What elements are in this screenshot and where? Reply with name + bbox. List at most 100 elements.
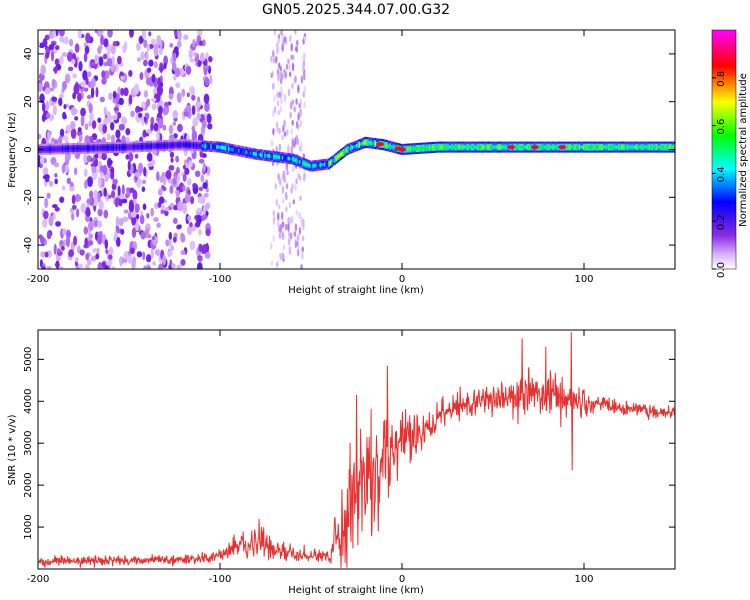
track-cell: [540, 145, 543, 149]
noise-cell: [61, 52, 68, 57]
track-cell: [147, 144, 150, 149]
noise-cell: [300, 75, 304, 84]
track-cell: [578, 145, 581, 149]
track-cell: [85, 146, 87, 151]
noise-cell: [153, 61, 158, 69]
noise-cell: [272, 82, 275, 90]
track-cell: [278, 155, 281, 160]
noise-cell: [291, 62, 295, 72]
noise-cell: [283, 119, 286, 128]
track-cell: [86, 146, 89, 150]
track-cell: [418, 146, 421, 151]
noise-cell: [187, 178, 192, 186]
noise-cell: [288, 63, 291, 72]
track-cell: [421, 146, 424, 150]
track-cell: [242, 149, 245, 154]
track-cell: [487, 145, 489, 149]
noise-cell: [192, 117, 199, 127]
noise-cell: [97, 208, 103, 217]
track-cell: [619, 145, 622, 149]
track-cell: [89, 146, 92, 150]
noise-cell: [286, 129, 289, 136]
noise-cell: [118, 217, 124, 227]
noise-cell: [134, 171, 141, 177]
track-cell: [64, 146, 67, 151]
noise-cell: [49, 114, 53, 122]
noise-cell: [172, 109, 178, 119]
track-cell: [622, 145, 625, 149]
noise-cell: [150, 247, 154, 259]
noise-cell: [156, 130, 160, 142]
noise-cell: [84, 215, 91, 222]
noise-cell: [38, 82, 44, 92]
noise-cell: [158, 46, 163, 56]
noise-cell: [97, 176, 102, 188]
noise-cell: [108, 246, 114, 255]
y-tick-label: 0: [23, 146, 34, 152]
track-cell: [157, 144, 160, 148]
noise-cell: [51, 78, 56, 88]
track-cell: [441, 145, 444, 149]
noise-cell: [295, 134, 299, 143]
y-tick-label: 40: [23, 48, 34, 61]
track-cell: [521, 145, 524, 149]
track-cell: [63, 147, 66, 151]
track-cell: [612, 145, 615, 149]
track-cell: [230, 147, 233, 152]
track-cell: [430, 145, 433, 150]
x-tick-label: 100: [574, 574, 593, 585]
track-cell: [198, 143, 201, 148]
noise-cell: [299, 195, 302, 202]
noise-cell: [39, 259, 43, 268]
noise-cell: [120, 87, 125, 96]
track-cell: [616, 145, 619, 149]
noise-cell: [156, 35, 162, 46]
track-cell: [56, 147, 58, 151]
noise-cell: [151, 235, 156, 241]
track-cell: [265, 153, 268, 158]
noise-cell: [112, 178, 118, 185]
x-tick-label: 0: [399, 274, 405, 285]
track-cell: [243, 150, 246, 154]
noise-cell: [90, 77, 96, 88]
noise-cell: [294, 223, 298, 232]
track-cell: [500, 145, 502, 149]
noise-cell: [41, 266, 46, 269]
track-cell: [210, 144, 213, 149]
noise-cell: [296, 241, 299, 247]
noise-cell: [47, 131, 51, 141]
track-cell: [478, 145, 481, 149]
colorbar-tick-label: 0.2: [716, 214, 727, 230]
track-cell: [456, 145, 459, 149]
track-cell: [88, 146, 90, 150]
noise-cell: [165, 239, 170, 247]
noise-cell: [277, 212, 280, 221]
noise-cell: [50, 50, 55, 62]
noise-cell: [153, 122, 159, 132]
track-cell: [315, 163, 317, 168]
noise-cell: [141, 115, 145, 126]
track-cell: [436, 145, 438, 150]
noise-cell: [86, 155, 92, 162]
noise-cell: [303, 72, 306, 81]
noise-cell: [283, 93, 287, 103]
noise-cell: [134, 153, 139, 159]
noise-cell: [172, 121, 177, 126]
track-cell: [603, 145, 606, 149]
track-cell: [271, 154, 274, 159]
noise-cell: [198, 243, 203, 253]
noise-cell: [108, 92, 113, 101]
noise-cell: [198, 186, 204, 192]
track-cell: [667, 145, 670, 149]
noise-cell: [53, 243, 57, 255]
noise-cell: [66, 51, 73, 62]
track-cell: [268, 154, 271, 158]
noise-cell: [145, 52, 149, 61]
track-cell: [613, 145, 616, 149]
noise-cell: [176, 189, 180, 199]
noise-cell: [70, 127, 77, 139]
noise-cell: [101, 261, 107, 268]
noise-cell: [157, 85, 163, 96]
noise-cell: [54, 206, 60, 212]
track-cell: [245, 150, 248, 155]
